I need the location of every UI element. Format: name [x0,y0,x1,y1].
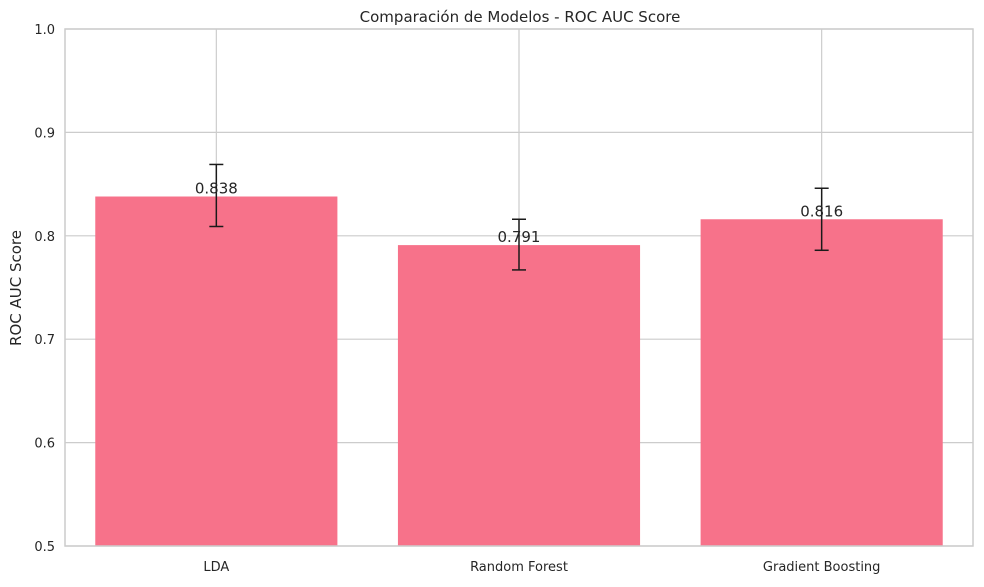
y-tick-label: 0.9 [34,126,55,141]
yticks-layer: 0.5 0.6 0.7 0.8 0.9 1.0 [34,23,55,555]
bar-random-forest [397,245,641,546]
bar-value-label: 0.838 [195,180,238,198]
x-tick-label: Random Forest [470,560,568,575]
bar-value-label: 0.791 [498,228,541,246]
y-tick-label: 0.7 [34,333,55,348]
y-tick-label: 1.0 [34,23,55,38]
y-tick-label: 0.5 [34,540,55,555]
bar-lda [95,196,338,546]
labels-layer: 0.838 0.791 0.816 [195,180,843,247]
bars-layer [95,196,943,547]
y-tick-label: 0.8 [34,230,55,245]
axes-frame [64,28,974,547]
chart-title: Comparación de Modelos - ROC AUC Score [360,8,681,26]
bar-value-label: 0.816 [800,202,843,220]
y-axis-label: ROC AUC Score [7,230,25,346]
bar-gradient-boosting [700,219,943,547]
y-tick-label: 0.6 [34,437,55,452]
errors-layer [209,163,829,271]
x-tick-label: Gradient Boosting [763,560,881,575]
xticks-layer: LDA Random Forest Gradient Boosting [203,560,880,575]
x-tick-label: LDA [203,560,229,575]
